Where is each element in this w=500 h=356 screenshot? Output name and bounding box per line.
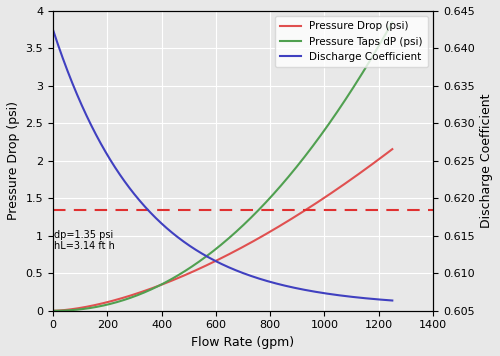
Line: Pressure Drop (psi): Pressure Drop (psi) [53, 149, 392, 311]
Pressure Taps dP (psi) [381, 35, 387, 39]
Pressure Drop (psi) [328, 191, 334, 195]
Pressure Taps dP (psi) [214, 246, 220, 251]
Discharge Coefficient [252, 275, 258, 279]
Y-axis label: Discharge Coefficient: Discharge Coefficient [480, 94, 493, 228]
Pressure Taps dP (psi) [212, 248, 218, 252]
Line: Discharge Coefficient: Discharge Coefficient [53, 31, 392, 300]
Discharge Coefficient [50, 28, 56, 33]
Pressure Taps dP (psi) [252, 211, 258, 216]
Pressure Taps dP (psi) [234, 229, 239, 233]
Pressure Drop (psi) [212, 260, 218, 264]
Discharge Coefficient [328, 292, 334, 296]
Discharge Coefficient [214, 259, 220, 263]
Pressure Drop (psi) [234, 248, 239, 252]
Legend: Pressure Drop (psi), Pressure Taps dP (psi), Discharge Coefficient: Pressure Drop (psi), Pressure Taps dP (p… [274, 16, 428, 67]
Pressure Drop (psi) [390, 147, 396, 151]
Pressure Taps dP (psi) [328, 119, 334, 123]
Pressure Drop (psi) [252, 238, 258, 242]
Pressure Drop (psi) [214, 258, 220, 263]
X-axis label: Flow Rate (gpm): Flow Rate (gpm) [192, 336, 294, 349]
Pressure Drop (psi) [50, 309, 56, 313]
Discharge Coefficient [390, 298, 396, 303]
Discharge Coefficient [381, 298, 387, 302]
Pressure Taps dP (psi) [50, 309, 56, 313]
Line: Pressure Taps dP (psi): Pressure Taps dP (psi) [53, 22, 392, 311]
Text: dp=1.35 psi
hL=3.14 ft h: dp=1.35 psi hL=3.14 ft h [54, 230, 114, 251]
Pressure Drop (psi) [381, 153, 387, 157]
Pressure Taps dP (psi) [390, 20, 396, 24]
Discharge Coefficient [212, 258, 218, 262]
Y-axis label: Pressure Drop (psi): Pressure Drop (psi) [7, 101, 20, 220]
Discharge Coefficient [234, 268, 239, 273]
